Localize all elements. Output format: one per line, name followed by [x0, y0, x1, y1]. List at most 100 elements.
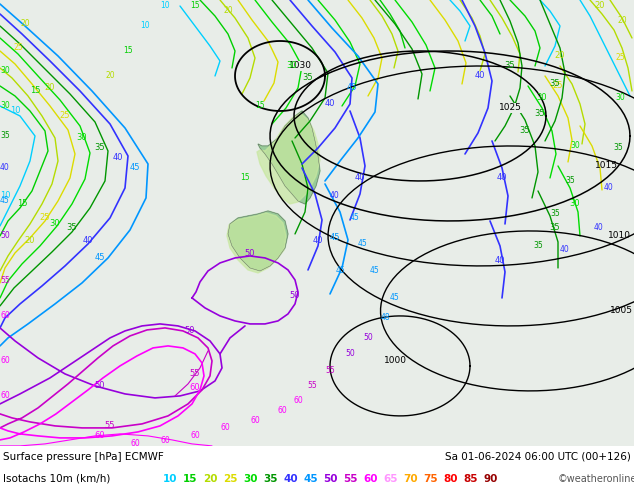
- Text: 50: 50: [363, 333, 373, 343]
- Text: 45: 45: [303, 474, 318, 484]
- Text: 35: 35: [533, 242, 543, 250]
- Text: 45: 45: [335, 267, 345, 275]
- Text: 20: 20: [45, 83, 55, 93]
- Text: 40: 40: [313, 237, 323, 245]
- Text: 55: 55: [325, 367, 335, 375]
- Text: 45: 45: [0, 196, 10, 205]
- Text: 25: 25: [60, 111, 70, 121]
- Text: 60: 60: [130, 440, 140, 448]
- Text: 55: 55: [343, 474, 358, 484]
- Text: 35: 35: [0, 131, 10, 141]
- Text: 80: 80: [443, 474, 458, 484]
- Text: 40: 40: [593, 223, 603, 232]
- Text: 35: 35: [550, 223, 560, 232]
- Text: 70: 70: [403, 474, 418, 484]
- Text: 30: 30: [537, 94, 547, 102]
- Text: 30: 30: [0, 67, 10, 75]
- Text: 15: 15: [256, 101, 265, 110]
- Text: 48: 48: [380, 314, 390, 322]
- Text: 40: 40: [475, 72, 485, 80]
- Text: 15: 15: [240, 173, 250, 182]
- Text: 60: 60: [277, 406, 287, 416]
- Text: Surface pressure [hPa] ECMWF: Surface pressure [hPa] ECMWF: [3, 452, 164, 462]
- Text: 40: 40: [283, 474, 297, 484]
- Text: 50: 50: [245, 249, 256, 258]
- Text: 15: 15: [190, 1, 200, 10]
- Text: 20: 20: [555, 51, 566, 60]
- Text: 1000: 1000: [384, 356, 406, 366]
- Text: 40: 40: [495, 256, 505, 266]
- Text: 10: 10: [140, 22, 150, 30]
- Text: 1005: 1005: [610, 306, 633, 316]
- Text: 20: 20: [20, 20, 30, 28]
- Text: 40: 40: [603, 183, 613, 193]
- Text: 60: 60: [190, 431, 200, 441]
- Text: 30: 30: [49, 220, 60, 228]
- Text: 55: 55: [190, 369, 200, 378]
- Text: 15: 15: [16, 199, 27, 208]
- Text: 45: 45: [130, 164, 140, 172]
- Text: 40: 40: [355, 173, 365, 182]
- Text: 45: 45: [330, 233, 340, 243]
- Text: 30: 30: [615, 94, 625, 102]
- Polygon shape: [228, 211, 288, 271]
- Text: 35: 35: [302, 74, 313, 82]
- Text: 40: 40: [113, 153, 123, 163]
- Text: 35: 35: [550, 209, 560, 219]
- Text: 55: 55: [307, 381, 317, 391]
- Text: 65: 65: [383, 474, 398, 484]
- Text: 20: 20: [223, 6, 233, 16]
- Text: 25: 25: [13, 44, 23, 52]
- Text: 25: 25: [223, 474, 238, 484]
- Text: 1025: 1025: [498, 103, 521, 113]
- Text: 60: 60: [94, 431, 105, 441]
- Text: 30: 30: [570, 199, 580, 208]
- Text: 25: 25: [615, 53, 625, 63]
- Text: 40: 40: [83, 237, 93, 245]
- Text: 25: 25: [40, 214, 50, 222]
- Text: 75: 75: [423, 474, 437, 484]
- Text: 50: 50: [94, 381, 105, 391]
- Polygon shape: [257, 113, 320, 204]
- Text: 10: 10: [10, 106, 20, 116]
- Text: 1030: 1030: [288, 61, 311, 71]
- Text: 35: 35: [505, 61, 515, 71]
- Text: 45: 45: [357, 240, 367, 248]
- Text: 30: 30: [287, 61, 297, 71]
- Text: 25: 25: [553, 81, 563, 91]
- Text: 1015: 1015: [595, 162, 618, 171]
- Text: 40: 40: [0, 164, 10, 172]
- Text: ©weatheronline.co.uk: ©weatheronline.co.uk: [558, 474, 634, 484]
- Text: 20: 20: [25, 237, 36, 245]
- Text: 60: 60: [220, 423, 230, 432]
- Text: 45: 45: [94, 253, 105, 263]
- Text: 30: 30: [0, 101, 10, 110]
- Text: Sa 01-06-2024 06:00 UTC (00+126): Sa 01-06-2024 06:00 UTC (00+126): [445, 452, 631, 462]
- Text: 50: 50: [345, 349, 355, 358]
- Text: 60: 60: [0, 312, 10, 320]
- Text: 60: 60: [0, 356, 10, 366]
- Text: 55: 55: [0, 276, 10, 286]
- Text: 60: 60: [293, 396, 303, 405]
- Text: 60: 60: [0, 392, 10, 400]
- Text: Isotachs 10m (km/h): Isotachs 10m (km/h): [3, 474, 110, 484]
- Text: 60: 60: [190, 383, 200, 392]
- Text: 50: 50: [290, 292, 301, 300]
- Text: 45: 45: [350, 214, 360, 222]
- Text: 40: 40: [325, 99, 335, 108]
- Text: 30: 30: [570, 142, 580, 150]
- Text: 60: 60: [250, 416, 260, 425]
- Text: 35: 35: [263, 474, 278, 484]
- Text: 20: 20: [617, 17, 627, 25]
- Text: 45: 45: [370, 267, 380, 275]
- Text: 90: 90: [483, 474, 498, 484]
- Text: 50: 50: [0, 231, 10, 241]
- Text: 40: 40: [497, 173, 507, 182]
- Text: 60: 60: [160, 437, 170, 445]
- Text: 55: 55: [105, 421, 115, 430]
- Text: 15: 15: [30, 86, 40, 96]
- Polygon shape: [227, 213, 286, 273]
- Text: 45: 45: [347, 83, 357, 93]
- Text: 10: 10: [0, 192, 10, 200]
- Text: 45: 45: [390, 294, 400, 302]
